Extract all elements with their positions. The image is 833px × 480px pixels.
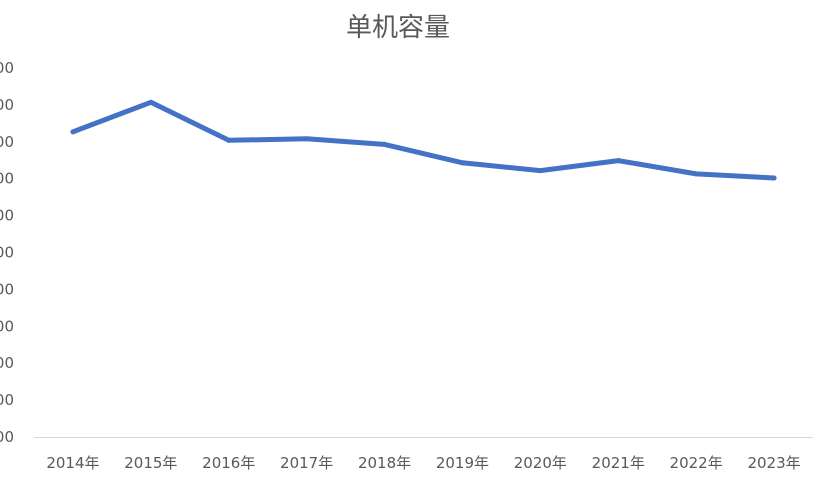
x-tick-label: 2017年: [280, 454, 333, 472]
y-tick-label: 00: [0, 244, 14, 262]
x-tick-label: 2018年: [358, 454, 411, 472]
y-axis-ticks: 00 00 00 00 00 00 00 00 00 00 00: [0, 59, 14, 446]
series-group: [70, 99, 777, 181]
y-tick-label: 00: [0, 59, 14, 77]
data-point: [382, 141, 388, 147]
y-tick-label: 00: [0, 207, 14, 225]
x-tick-label: 2014年: [46, 454, 99, 472]
y-tick-label: 00: [0, 391, 14, 409]
x-tick-label: 2021年: [592, 454, 645, 472]
data-point: [771, 175, 777, 181]
y-tick-label: 00: [0, 317, 14, 335]
x-tick-label: 2022年: [670, 454, 723, 472]
series-line: [70, 99, 777, 181]
y-tick-label: 00: [0, 428, 14, 446]
y-tick-label: 00: [0, 133, 14, 151]
x-tick-label: 2020年: [514, 454, 567, 472]
x-tick-label: 2019年: [436, 454, 489, 472]
data-point: [459, 160, 465, 166]
data-point: [537, 168, 543, 174]
data-point: [693, 171, 699, 177]
data-point: [148, 99, 154, 105]
data-point: [70, 129, 76, 135]
data-point: [226, 137, 232, 143]
chart-title: 单机容量: [346, 13, 450, 43]
data-point: [304, 136, 310, 142]
y-tick-label: 00: [0, 354, 14, 372]
x-axis-ticks: 2014年 2015年 2016年 2017年 2018年 2019年 2020年 2021年…: [46, 454, 800, 472]
data-point: [615, 158, 621, 164]
y-tick-label: 00: [0, 170, 14, 188]
y-tick-label: 00: [0, 96, 14, 114]
y-tick-label: 00: [0, 280, 14, 298]
x-tick-label: 2023年: [747, 454, 800, 472]
x-tick-label: 2015年: [124, 454, 177, 472]
x-tick-label: 2016年: [202, 454, 255, 472]
